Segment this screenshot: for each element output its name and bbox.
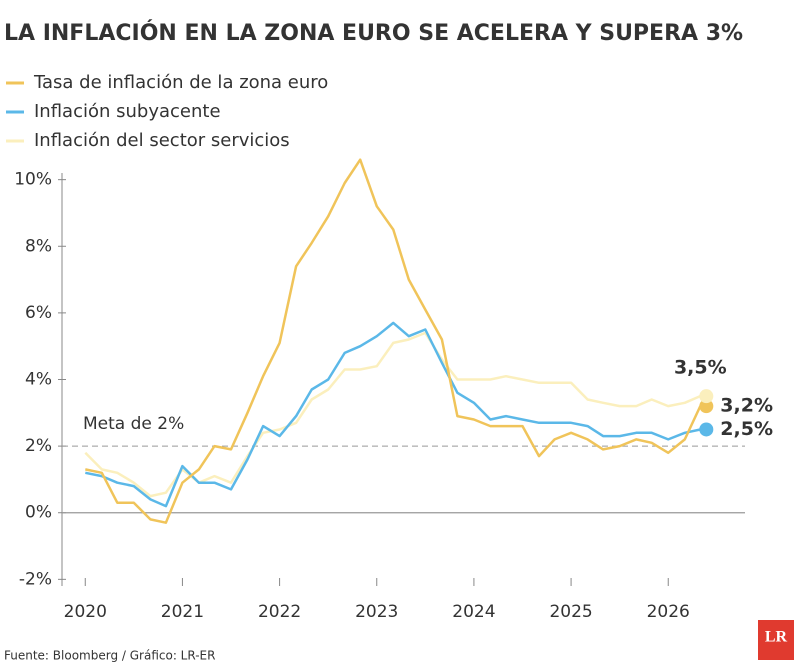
x-tick-label: 2021 [161, 602, 204, 622]
y-tick-label: -2% [19, 569, 52, 589]
y-tick-label: 6% [25, 303, 52, 323]
legend-label: Inflación del sector servicios [34, 130, 290, 151]
reference-label: Meta de 2% [83, 414, 184, 434]
series-line [85, 321, 701, 508]
value-label: 3,5% [674, 357, 727, 379]
x-tick-label: 2022 [258, 602, 301, 622]
end-dot [699, 389, 714, 404]
x-tick-label: 2025 [549, 602, 592, 622]
series-line [84, 331, 701, 498]
logo: LR [765, 629, 788, 646]
legend-label: Inflación subyacente [34, 101, 221, 122]
y-tick-label: 8% [25, 236, 52, 256]
series-line [85, 158, 702, 524]
end-dot [699, 422, 714, 437]
y-tick-label: 2% [25, 436, 52, 456]
x-tick-label: 2026 [647, 602, 690, 622]
legend-label: Tasa de inflación de la zona euro [33, 72, 328, 93]
x-tick-label: 2023 [355, 602, 398, 622]
y-tick-label: 4% [25, 369, 52, 389]
source: Fuente: Bloomberg / Gráfico: LR-ER [4, 649, 215, 663]
value-label: 3,2% [720, 395, 773, 417]
x-tick-label: 2024 [452, 602, 495, 622]
value-label: 2,5% [720, 418, 773, 440]
x-tick-label: 2020 [64, 602, 107, 622]
y-tick-label: 10% [14, 170, 52, 190]
end-dot [699, 399, 714, 414]
chart-title: LA INFLACIÓN EN LA ZONA EURO SE ACELERA … [4, 20, 743, 46]
logo-box [758, 620, 794, 660]
y-tick-label: 0% [25, 503, 52, 523]
